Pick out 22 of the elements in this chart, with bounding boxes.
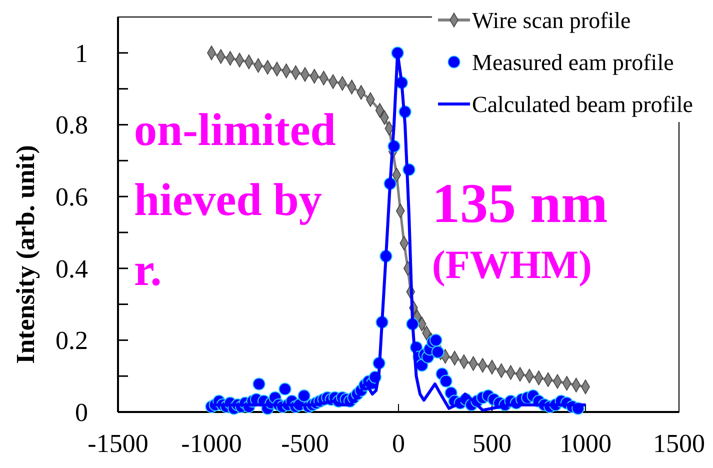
x-tick-label: -500 xyxy=(281,429,329,458)
x-tick-label: -1000 xyxy=(181,429,242,458)
annotation: 135 nm xyxy=(432,173,608,235)
y-tick-label: 1 xyxy=(75,38,88,68)
y-tick-label: 0.2 xyxy=(56,326,88,356)
legend-label: Wire scan profile xyxy=(472,8,631,33)
x-tick-label: 0 xyxy=(392,429,405,458)
annotation: on-limited xyxy=(134,104,336,155)
x-tick-label: -1500 xyxy=(88,429,148,458)
x-tick-label: 1000 xyxy=(560,429,612,458)
annotation: (FWHM) xyxy=(432,242,592,287)
y-axis-title: Intensity (arb. unit) xyxy=(11,145,40,364)
y-tick-label: 0.8 xyxy=(56,110,88,140)
y-tick-label: 0.6 xyxy=(56,182,88,212)
y-tick-label: 0 xyxy=(75,398,88,427)
legend-label: Calculated beam profile xyxy=(472,92,693,117)
x-tick-label: 500 xyxy=(472,429,512,458)
y-tick-label: 0.4 xyxy=(56,254,88,284)
annotation: r. xyxy=(134,244,162,295)
x-tick-label: 1500 xyxy=(653,429,705,458)
annotation: hieved by xyxy=(134,174,322,225)
legend-label: Measured eam profile xyxy=(472,50,674,75)
